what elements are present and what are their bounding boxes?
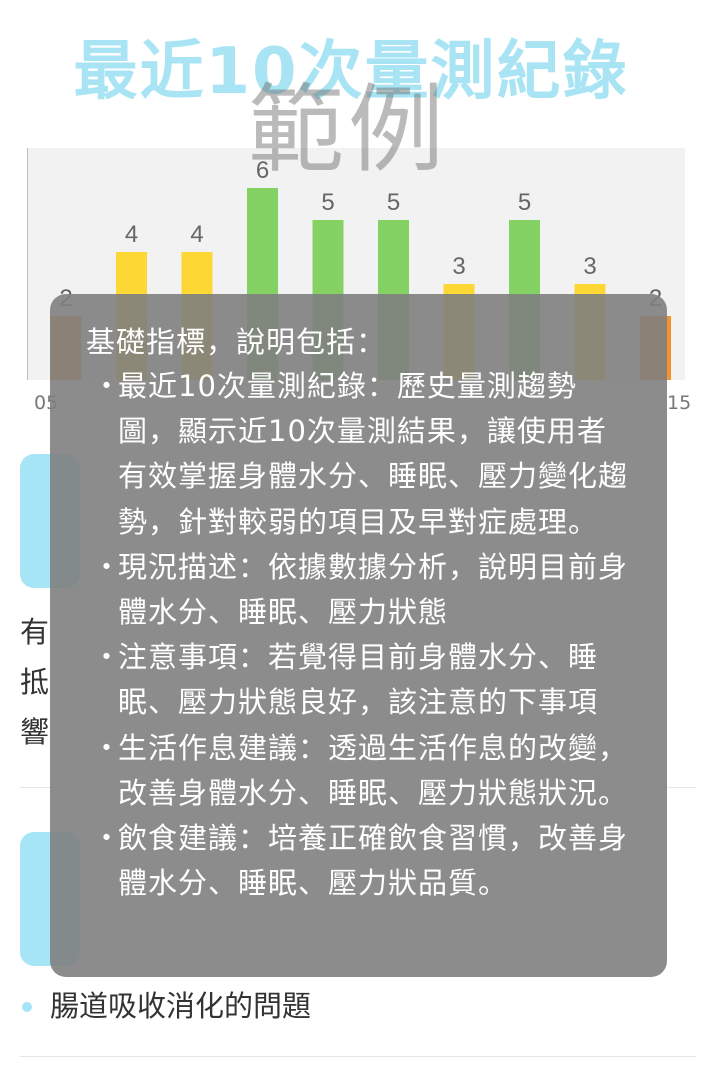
tooltip-item-text: ：培養正確飲食習慣，改善身體水分、睡眠、壓力狀品質。 [118,821,629,901]
tooltip-item: ・注意事項：若覺得目前身體水分、睡眠、壓力狀態良好，該注意的下事項 [86,635,631,725]
tooltip-item-text: ：若覺得目前身體水分、睡眠、壓力狀態良好，該注意的下事項 [118,640,599,720]
bullet-icon: ・ [92,821,123,856]
bullet-icon [22,1002,32,1012]
bar-value-label: 5 [321,189,334,216]
bar-value-label: 6 [256,157,269,184]
bullet-icon: ・ [92,549,123,584]
page-title: 最近10次量測紀錄 [73,35,629,109]
bar-value-label: 3 [452,253,465,280]
tooltip-item-label: 注意事項 [118,640,239,675]
bar-value-label: 5 [387,189,400,216]
tooltip-item-text: ：歷史量測趨勢圖，顯示近10次量測結果，讓使用者有效掌握身體水分、睡眠、壓力變化… [118,369,629,539]
tooltip-intro: 基礎指標，說明包括： [86,325,387,359]
tooltip-item-label: 現況描述 [118,549,239,584]
description-line-3: 響 [20,715,50,749]
tooltip-item: ・飲食建議：培養正確飲食習慣，改善身體水分、睡眠、壓力狀品質。 [86,816,631,906]
description-line-1: 有 [20,615,50,649]
bullet-icon: ・ [92,369,123,403]
tooltip-item-text: ：依據數據分析，說明目前身體水分、睡眠、壓力狀態 [118,549,629,630]
section-divider-bottom [20,1056,696,1057]
help-tooltip[interactable]: 基礎指標，說明包括： ・最近10次量測紀錄：歷史量測趨勢圖，顯示近10次量測結果… [50,294,667,977]
tooltip-item-text: ：透過生活作息的改變，改善身體水分、睡眠、壓力狀態狀況。 [118,730,629,810]
tooltip-item: ・現況描述：依據數據分析，說明目前身體水分、睡眠、壓力狀態 [86,545,631,635]
bullet-icon: ・ [92,640,123,675]
notice-item: 腸道吸收消化的問題 [50,989,312,1023]
bar-value-label: 3 [583,253,596,280]
x-tick-last: 15 [667,392,692,414]
sample-watermark: 範例 [248,74,448,186]
bar-value-label: 5 [518,189,531,216]
tooltip-item-label: 飲食建議 [118,821,239,856]
tooltip-item-label: 生活作息建議 [118,730,299,765]
bullet-icon: ・ [92,730,123,765]
bar-value-label: 4 [190,221,203,248]
description-line-2: 抵 [20,665,50,699]
bar-value-label: 4 [125,221,138,248]
tooltip-item: ・最近10次量測紀錄：歷史量測趨勢圖，顯示近10次量測結果，讓使用者有效掌握身體… [86,364,631,545]
tooltip-item-label: 最近10次量測紀錄 [118,369,367,403]
tooltip-item: ・生活作息建議：透過生活作息的改變，改善身體水分、睡眠、壓力狀態狀況。 [86,726,631,816]
